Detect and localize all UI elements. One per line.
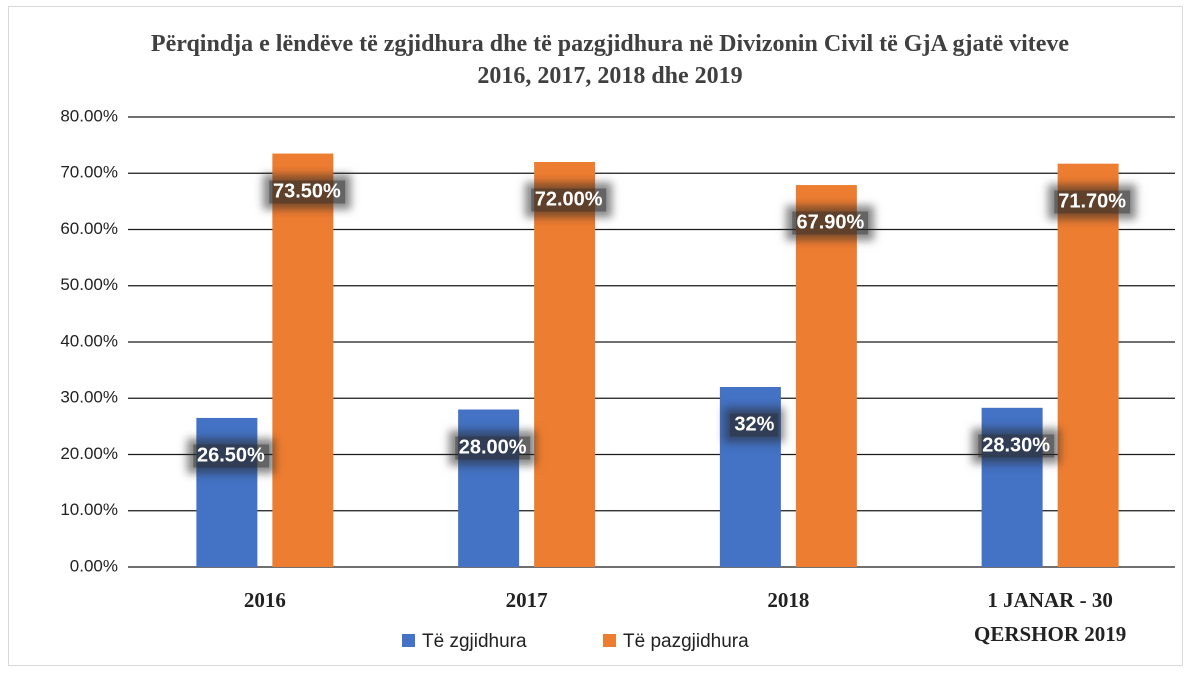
chart-frame: [8, 6, 1183, 666]
y-tick-label: 30.00%: [60, 388, 118, 407]
bar: [458, 409, 520, 567]
data-label: 28.00%: [454, 436, 531, 459]
bar: [981, 407, 1043, 567]
x-tick-label: 2016: [243, 588, 286, 612]
x-tick-label: 2018: [767, 588, 810, 612]
y-tick-label: 20.00%: [60, 444, 118, 463]
bar: [795, 185, 857, 567]
data-label: 73.50%: [268, 180, 345, 204]
bar: [196, 417, 258, 567]
data-label: 71.70%: [1054, 190, 1131, 214]
y-tick-label: 10.00%: [60, 500, 118, 519]
y-tick-label: 0.00%: [70, 556, 118, 575]
data-label: 28.30%: [978, 434, 1055, 458]
bar: [1057, 163, 1119, 567]
y-tick-label: 70.00%: [60, 163, 118, 182]
y-tick-label: 50.00%: [60, 275, 118, 294]
legend-swatch: [402, 634, 415, 647]
legend-label: Të zgjidhura: [422, 631, 527, 652]
data-label: 72.00%: [530, 188, 607, 212]
x-tick-label: 2017: [505, 588, 548, 612]
chart-title: Përqindja e lëndëve të zgjidhura dhe të …: [150, 31, 1070, 89]
x-tick-label: 1 JANAR - 30 QERSHOR 2019: [973, 588, 1127, 646]
data-label: 32%: [730, 413, 779, 437]
legend-label: Të pazgjidhura: [623, 631, 749, 652]
data-label: 67.90%: [792, 211, 869, 235]
bar: [272, 153, 334, 567]
legend-swatch: [603, 634, 616, 647]
y-tick-label: 40.00%: [60, 331, 118, 350]
data-label: 26.50%: [192, 444, 269, 468]
bar: [534, 162, 596, 567]
y-tick-label: 60.00%: [60, 219, 118, 238]
y-tick-label: 80.00%: [60, 106, 118, 125]
